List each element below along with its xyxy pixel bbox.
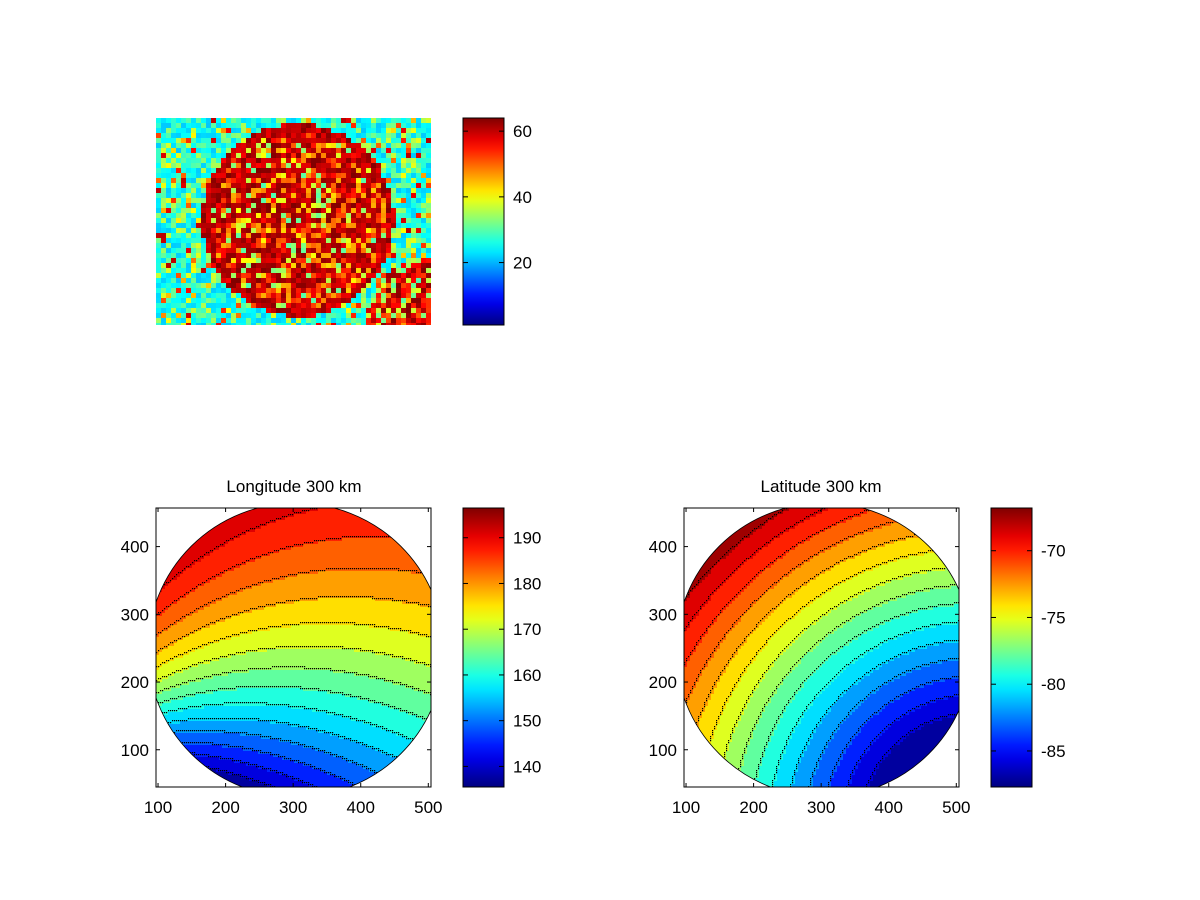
latitude-panel: Latitude 300 km 100 200 300 400 500 100 200 300… <box>649 477 971 817</box>
colorbar-ticks: -85 -80 -75 -70 <box>991 542 1066 761</box>
colorbar-ticks: 140 150 160 170 180 190 <box>463 529 541 776</box>
y-tick-label: 200 <box>649 673 677 692</box>
latitude-axis-ticks: 100 200 300 400 500 100 200 300 400 <box>649 508 970 817</box>
colorbar-tick-label: 20 <box>513 254 532 273</box>
longitude-contour-fill <box>156 508 431 787</box>
colorbar-gradient <box>462 507 505 788</box>
colorbar-tick-label: -70 <box>1041 542 1066 561</box>
y-tick-label: 100 <box>649 741 677 760</box>
x-tick-label: 500 <box>414 798 442 817</box>
y-tick-label: 100 <box>121 741 149 760</box>
colorbar-tick-label: 190 <box>513 529 541 548</box>
x-tick-label: 200 <box>211 798 239 817</box>
x-tick-label: 100 <box>144 798 172 817</box>
colorbar-tick-label: -85 <box>1041 742 1066 761</box>
longitude-title: Longitude 300 km <box>226 477 361 496</box>
y-tick-label: 400 <box>121 538 149 557</box>
x-tick-label: 100 <box>672 798 700 817</box>
longitude-axis-ticks: 100 200 300 400 500 100 200 300 400 <box>121 508 442 817</box>
y-tick-label: 300 <box>121 605 149 624</box>
latitude-colorbar: -85 -80 -75 -70 <box>990 507 1066 788</box>
latitude-title: Latitude 300 km <box>761 477 882 496</box>
colorbar-tick-label: 150 <box>513 712 541 731</box>
y-tick-label: 300 <box>649 605 677 624</box>
x-tick-label: 400 <box>875 798 903 817</box>
x-tick-label: 500 <box>942 798 970 817</box>
image-colorbar: 20 40 60 <box>462 117 532 326</box>
colorbar-tick-label: 40 <box>513 188 532 207</box>
image-panel <box>156 118 431 325</box>
colorbar-tick-label: 170 <box>513 620 541 639</box>
longitude-panel: Longitude 300 km 100 200 300 400 500 100 200 30… <box>121 477 443 817</box>
noise-image <box>156 118 431 325</box>
y-tick-label: 200 <box>121 673 149 692</box>
x-tick-label: 300 <box>807 798 835 817</box>
colorbar-tick-label: 60 <box>513 122 532 141</box>
x-tick-label: 400 <box>347 798 375 817</box>
colorbar-tick-label: -80 <box>1041 675 1066 694</box>
colorbar-gradient <box>462 117 505 326</box>
colorbar-tick-label: 140 <box>513 757 541 776</box>
colorbar-tick-label: -75 <box>1041 608 1066 627</box>
x-tick-label: 300 <box>279 798 307 817</box>
colorbar-gradient <box>990 507 1033 788</box>
colorbar-tick-label: 160 <box>513 666 541 685</box>
latitude-contour-fill <box>684 508 959 787</box>
y-tick-label: 400 <box>649 538 677 557</box>
colorbar-tick-label: 180 <box>513 574 541 593</box>
x-tick-label: 200 <box>739 798 767 817</box>
colorbar-ticks: 20 40 60 <box>463 122 532 273</box>
longitude-colorbar: 140 150 160 170 180 190 <box>462 507 541 788</box>
